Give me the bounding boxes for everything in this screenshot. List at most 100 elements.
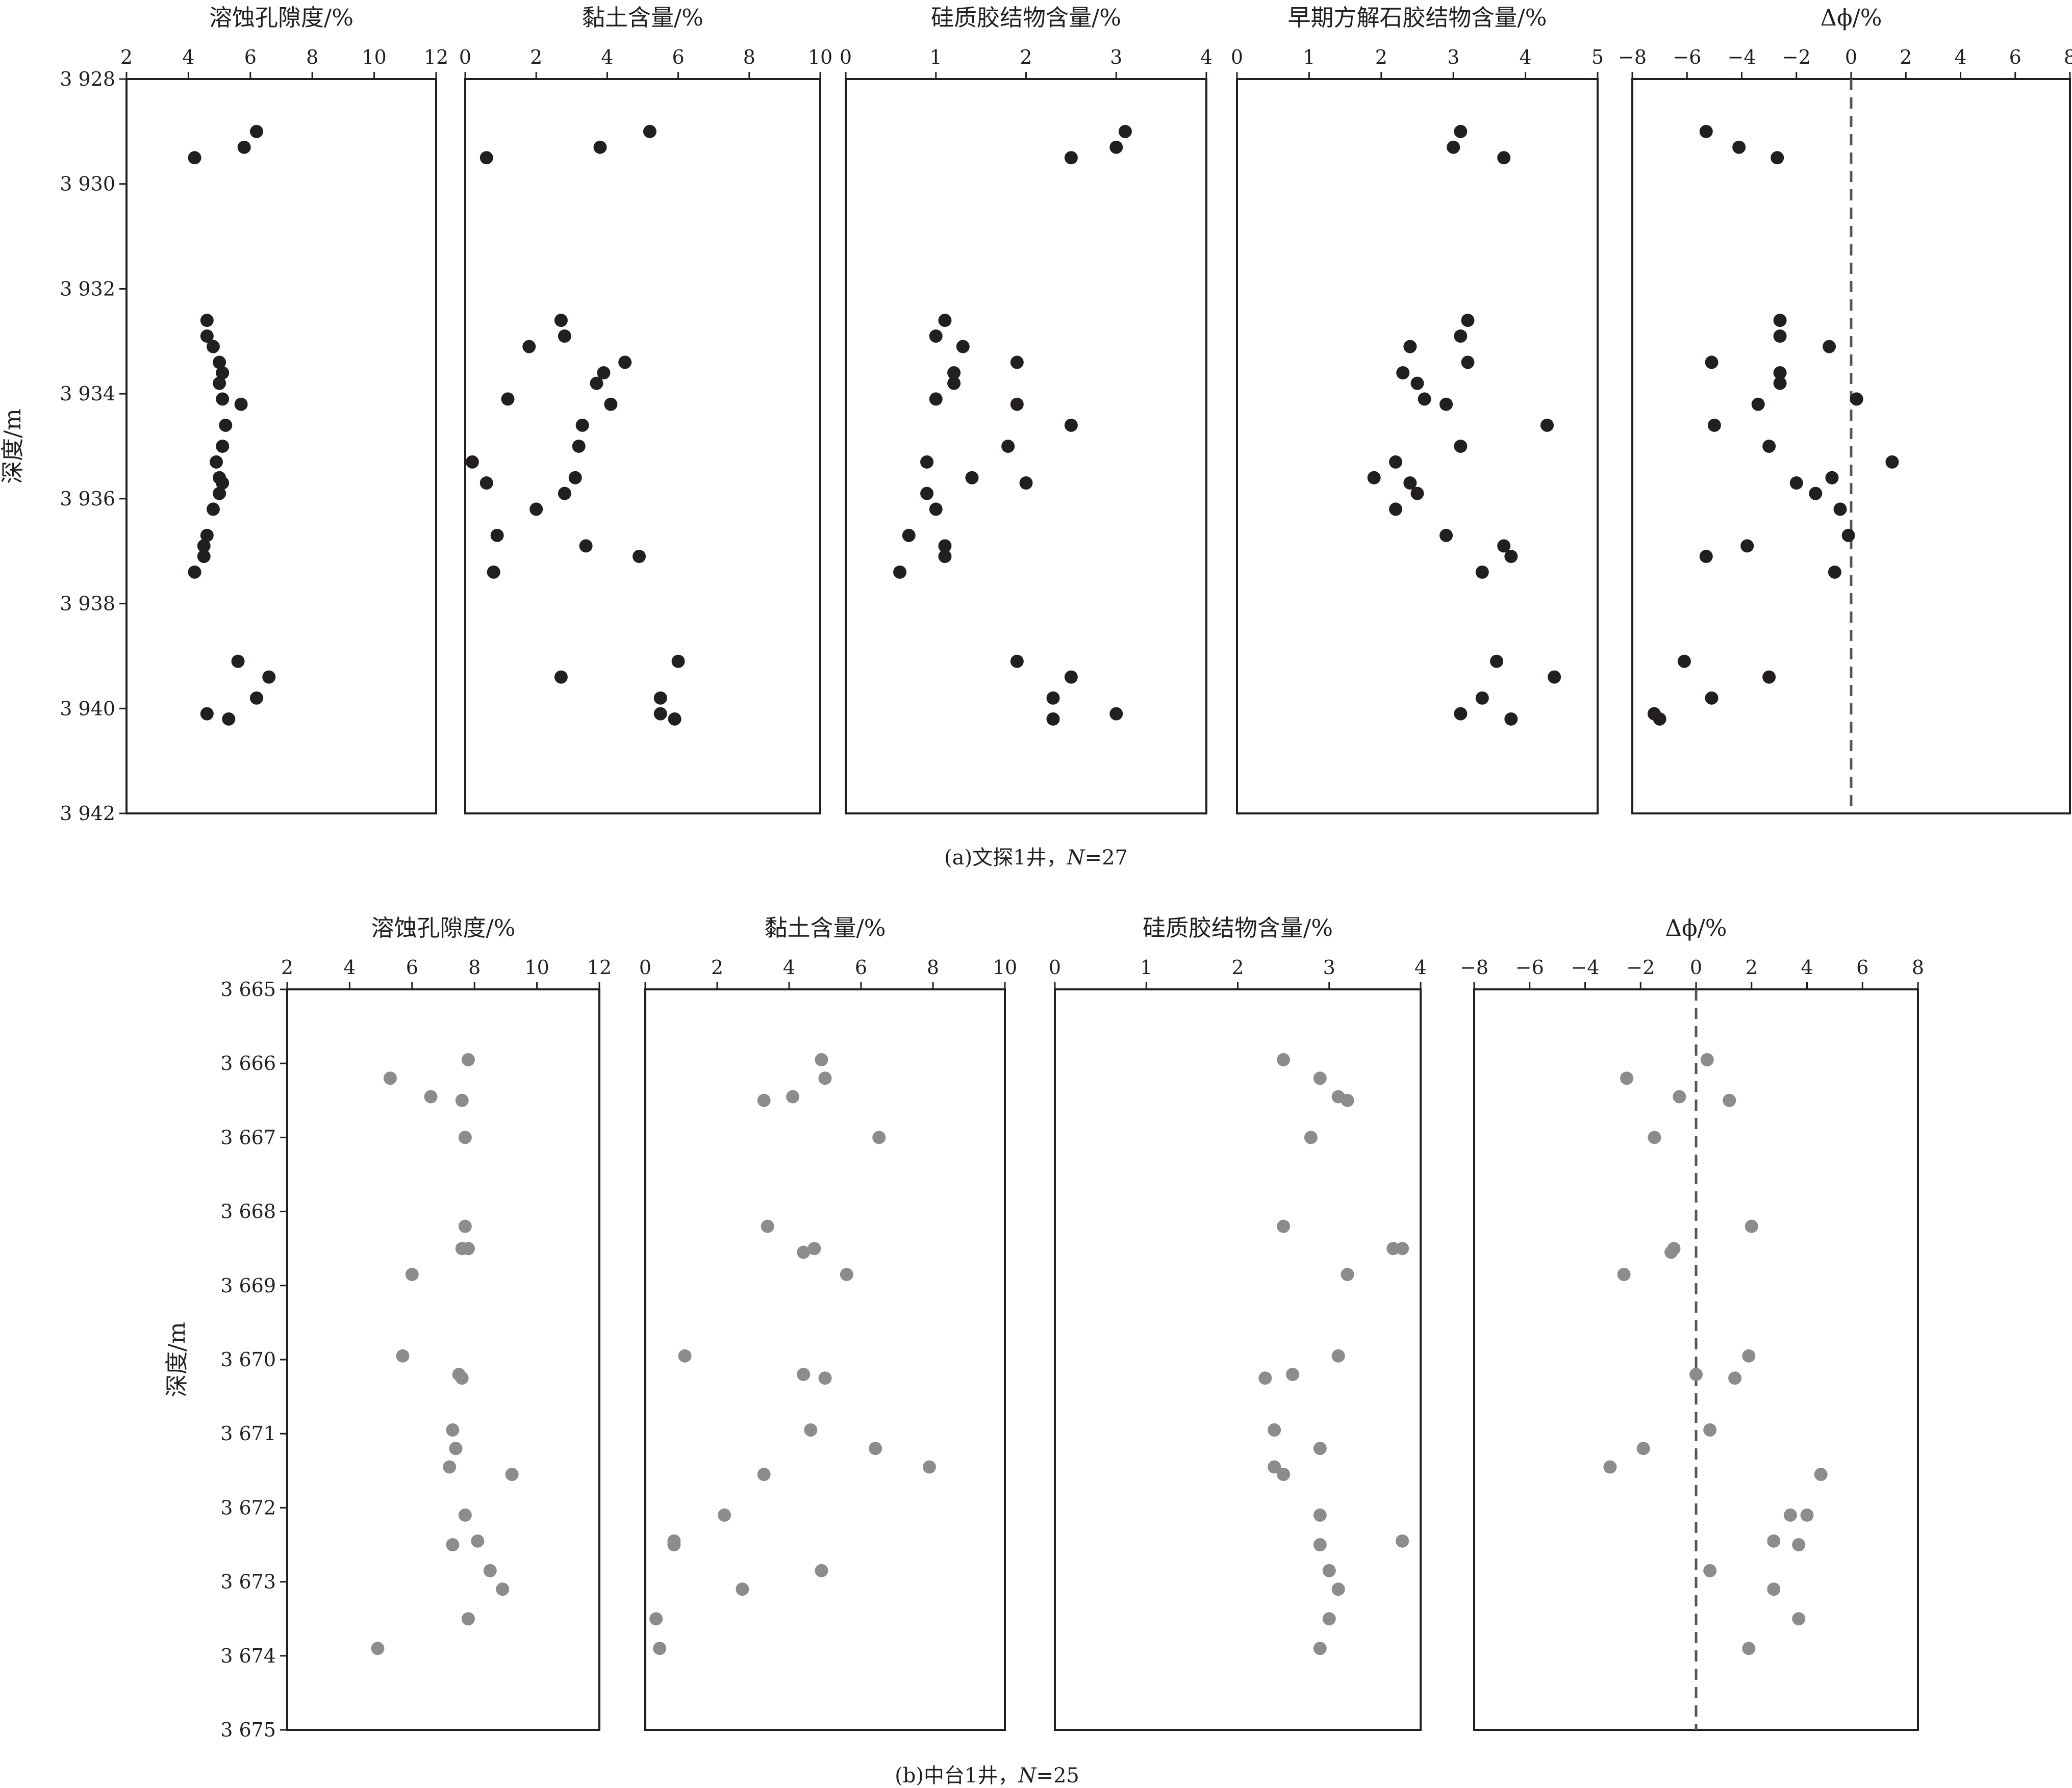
x-tick-label: 10 xyxy=(993,956,1017,979)
data-series xyxy=(188,124,276,726)
data-point xyxy=(1773,366,1787,379)
data-point xyxy=(1475,565,1489,579)
panel-b-2: 黏土含量/% 0 2 4 6 8 10 xyxy=(639,914,1017,1731)
data-point xyxy=(1439,397,1453,411)
data-point xyxy=(1540,418,1554,432)
data-point xyxy=(1677,654,1691,668)
x-tick-label: 2 xyxy=(1746,956,1758,979)
data-point xyxy=(1341,1268,1354,1282)
data-point xyxy=(653,1642,667,1655)
data-point xyxy=(1313,1538,1327,1551)
data-point xyxy=(815,1053,828,1066)
data-point xyxy=(1277,1219,1291,1233)
data-point xyxy=(1548,670,1561,684)
plot-frame xyxy=(845,78,1207,814)
data-point xyxy=(1389,502,1403,516)
x-tick-label: 1 xyxy=(1140,956,1152,979)
x-tick-label: 2 xyxy=(1231,956,1244,979)
data-point xyxy=(869,1442,882,1455)
x-tick-label: 1 xyxy=(1303,46,1315,68)
panel-title: Δϕ/% xyxy=(1665,914,1727,941)
data-point xyxy=(922,1460,936,1474)
y-axis-label: 深度/m xyxy=(0,408,26,484)
data-point xyxy=(1410,487,1424,500)
x-tick-label: 0 xyxy=(840,46,852,68)
data-point xyxy=(458,1219,472,1233)
panel-title: 溶蚀孔隙度/% xyxy=(371,914,516,941)
data-point xyxy=(1689,1368,1703,1382)
data-series xyxy=(371,1053,519,1655)
data-point xyxy=(1322,1564,1336,1577)
x-tick-label: 8 xyxy=(306,46,318,68)
data-point xyxy=(604,397,618,411)
data-point xyxy=(216,440,230,453)
data-point xyxy=(1703,1564,1717,1577)
data-point xyxy=(1313,1508,1327,1522)
data-point xyxy=(1277,1468,1291,1482)
data-point xyxy=(206,502,220,516)
data-point xyxy=(1497,151,1511,165)
panel-title: 黏土含量/% xyxy=(765,914,886,941)
x-tick-label: 0 xyxy=(1690,956,1702,979)
data-point xyxy=(920,487,934,500)
x-tick-label: 8 xyxy=(1912,956,1924,979)
data-point xyxy=(234,397,248,411)
data-point xyxy=(213,487,226,500)
data-point xyxy=(1653,712,1666,726)
data-point xyxy=(471,1534,485,1548)
data-point xyxy=(188,151,201,165)
data-point xyxy=(1504,712,1518,726)
x-tick-label: 10 xyxy=(362,46,386,68)
data-point xyxy=(1447,140,1460,154)
x-tick-label: 5 xyxy=(1591,46,1604,68)
data-point xyxy=(815,1564,828,1577)
data-point xyxy=(1001,440,1015,453)
data-point xyxy=(1341,1093,1354,1107)
data-point xyxy=(1728,1371,1742,1385)
panel-title: 硅质胶结物含量/% xyxy=(1143,914,1333,941)
panel-title: 早期方解石胶结物含量/% xyxy=(1288,4,1547,31)
data-point xyxy=(653,707,667,721)
x-tick-label: 0 xyxy=(1231,46,1243,68)
data-point xyxy=(1461,314,1475,327)
data-point xyxy=(1789,476,1803,490)
x-tick-label: 8 xyxy=(468,956,481,979)
data-point xyxy=(396,1349,410,1363)
data-point xyxy=(1109,707,1123,721)
x-tick-label: 8 xyxy=(927,956,939,979)
x-tick-label: 2 xyxy=(530,46,542,68)
data-point xyxy=(455,1371,469,1385)
plot-frame xyxy=(644,988,1006,1731)
data-point xyxy=(1773,314,1787,327)
data-point xyxy=(965,471,979,484)
data-point xyxy=(872,1131,886,1144)
data-point xyxy=(496,1582,510,1596)
data-point xyxy=(1825,471,1839,484)
panel-title: Δϕ/% xyxy=(1820,4,1882,31)
data-point xyxy=(1389,455,1403,469)
data-point xyxy=(1331,1582,1345,1596)
data-point xyxy=(1064,670,1078,684)
data-point xyxy=(618,355,632,369)
plot-frame xyxy=(1054,988,1422,1731)
data-point xyxy=(1705,355,1719,369)
y-axis-a: 3 928 3 930 3 932 3 934 3 936 3 938 3 940 3 942 xyxy=(60,68,127,825)
data-point xyxy=(1745,1219,1758,1233)
x-tick-label: 6 xyxy=(2009,46,2022,68)
panel-a-3: 硅质胶结物含量/% 0 1 2 3 4 xyxy=(840,4,1212,814)
data-point xyxy=(554,314,568,327)
data-point xyxy=(1800,1508,1814,1522)
x-tick-label: 6 xyxy=(1856,956,1868,979)
x-tick-label: 2 xyxy=(1900,46,1912,68)
data-point xyxy=(219,418,233,432)
data-point xyxy=(1732,140,1746,154)
data-point xyxy=(920,455,934,469)
data-point xyxy=(1841,528,1855,542)
data-point xyxy=(1454,440,1468,453)
data-point xyxy=(1064,418,1078,432)
data-point xyxy=(593,140,607,154)
x-tick-label: 4 xyxy=(1414,956,1427,979)
data-series xyxy=(1647,124,1899,726)
data-point xyxy=(424,1090,438,1104)
data-point xyxy=(487,565,500,579)
